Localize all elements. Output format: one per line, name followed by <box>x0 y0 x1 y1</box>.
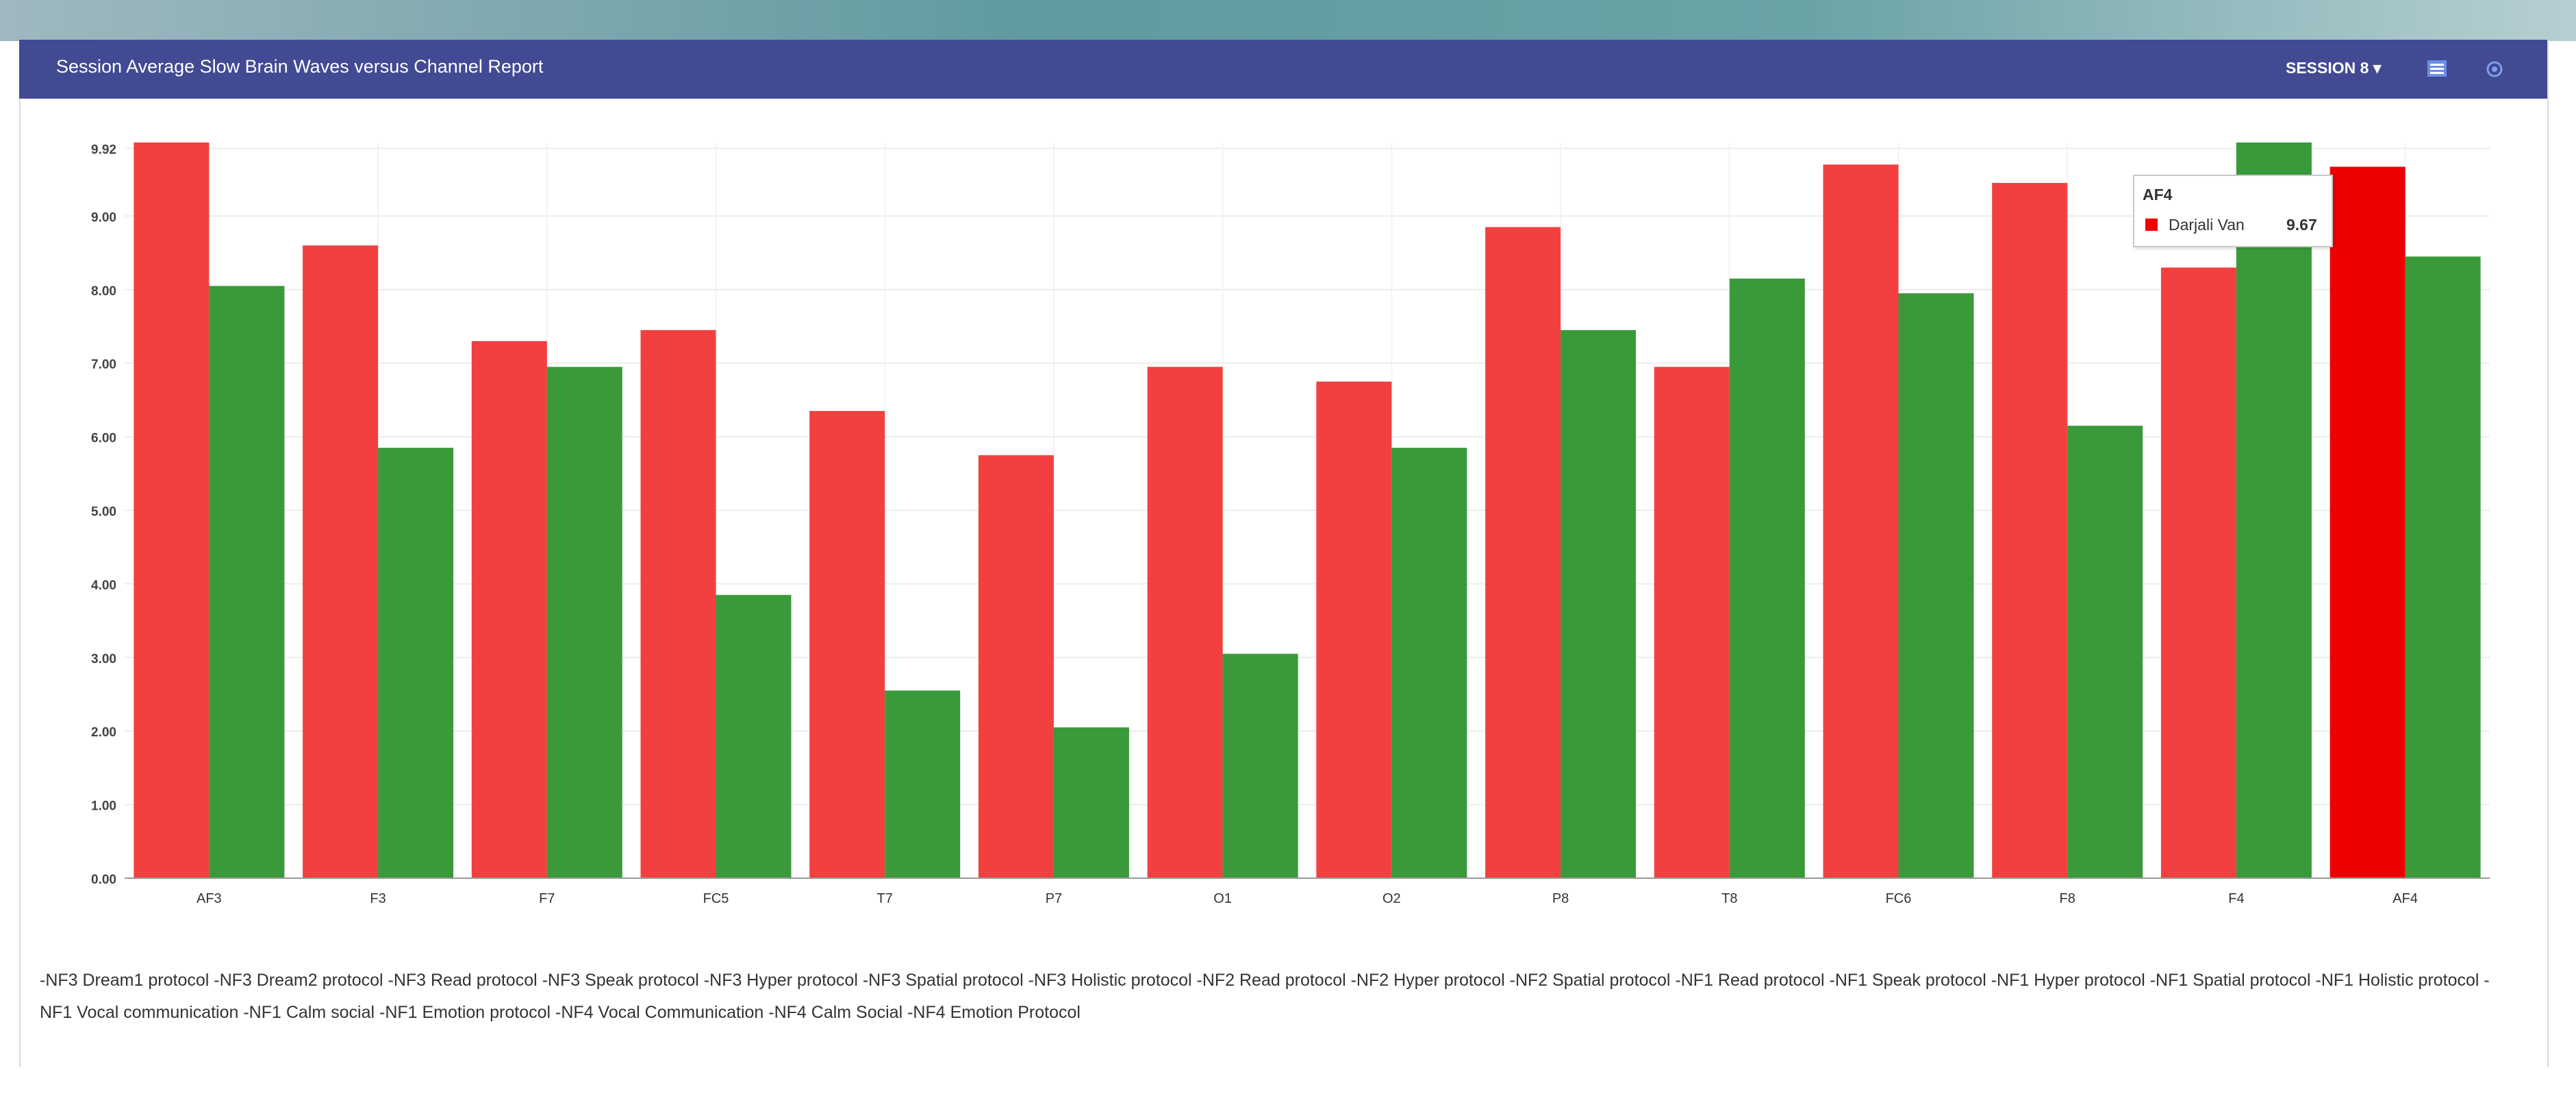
x-tick-label: F7 <box>539 891 555 906</box>
bar-green-p7 <box>1053 727 1129 878</box>
tooltip-title: AF4 <box>2143 186 2173 203</box>
bar-green-f8 <box>2067 425 2143 878</box>
y-tick-label: 9.00 <box>91 210 116 225</box>
x-tick-label: FC5 <box>703 891 729 906</box>
x-tick-label: P7 <box>1046 891 1062 906</box>
x-tick-label: O1 <box>1213 891 1232 906</box>
y-tick-label: 3.00 <box>91 652 116 666</box>
y-tick-label: 2.00 <box>91 725 116 740</box>
y-tick-label: 8.00 <box>91 284 116 299</box>
x-tick-label: O2 <box>1382 891 1401 906</box>
menu-icon[interactable] <box>2427 60 2447 77</box>
bar-green-fc5 <box>716 595 792 878</box>
protocol-list: -NF3 Dream1 protocol -NF3 Dream2 protoco… <box>40 971 2490 1022</box>
bar-green-f4 <box>2236 142 2312 878</box>
panel-header: Session Average Slow Brain Waves versus … <box>19 40 2547 99</box>
bar-green-o1 <box>1222 653 1298 878</box>
y-tick-label: 7.00 <box>91 358 116 372</box>
x-tick-label: P8 <box>1552 891 1569 906</box>
report-title: Session Average Slow Brain Waves versus … <box>56 56 544 77</box>
bar-red-fc5 <box>640 329 716 878</box>
bar-chart: 0.00 1.00 2.00 3.00 4.00 5.00 6.00 7.00 8.00 9.00… <box>91 142 2490 906</box>
bar-red-fc6 <box>1823 164 1899 879</box>
background-strip <box>0 0 2576 41</box>
bar-red-o2 <box>1316 382 1392 878</box>
y-tick-label: 5.00 <box>91 505 116 519</box>
tooltip-series-name: Darjali Van <box>2169 216 2245 234</box>
bar-green-o2 <box>1391 447 1467 878</box>
y-tick-label: 6.00 <box>91 432 116 446</box>
bar-red-af3 <box>134 142 210 878</box>
bar-green-af3 <box>209 286 285 878</box>
x-tick-label: AF4 <box>2392 891 2418 906</box>
session-dropdown[interactable]: SESSION 8 ▾ <box>2286 59 2381 77</box>
bar-green-t8 <box>1729 278 1805 878</box>
bar-red-p8 <box>1485 227 1561 878</box>
x-tick-label: T8 <box>1721 891 1737 906</box>
tooltip-value: 9.67 <box>2286 216 2317 234</box>
y-tick-label: 4.00 <box>91 578 116 593</box>
bar-red-t8 <box>1654 366 1730 878</box>
x-tick-label: T7 <box>877 891 893 906</box>
y-tick-label: 1.00 <box>91 799 116 814</box>
gear-icon[interactable] <box>2486 60 2503 78</box>
tooltip-swatch <box>2145 219 2158 231</box>
x-tick-label: F3 <box>370 891 386 906</box>
session-label: SESSION 8 <box>2286 59 2369 77</box>
x-tick-label: F8 <box>2060 891 2075 906</box>
y-tick-label: 0.00 <box>91 873 116 887</box>
caret-down-icon: ▾ <box>2373 59 2382 77</box>
x-tick-label: AF3 <box>197 891 222 906</box>
bar-red-af4 <box>2329 166 2405 878</box>
bar-green-p8 <box>1561 329 1637 878</box>
bar-red-o1 <box>1147 366 1223 878</box>
chart-tooltip: AF4 Darjali Van 9.67 <box>2133 175 2333 247</box>
bar-red-f4 <box>2160 267 2236 879</box>
bar-red-p7 <box>978 455 1054 878</box>
bar-green-af4 <box>2405 256 2481 879</box>
bar-green-f7 <box>546 366 622 878</box>
bar-red-f3 <box>303 245 379 878</box>
bar-green-t7 <box>885 690 961 878</box>
bar-green-fc6 <box>1898 293 1974 878</box>
bar-red-f8 <box>1992 183 2068 878</box>
x-tick-label: FC6 <box>1886 891 1912 906</box>
bar-red-t7 <box>809 411 885 878</box>
bar-green-f3 <box>378 447 454 878</box>
bar-red-f7 <box>471 340 547 879</box>
x-tick-label: F4 <box>2228 891 2244 906</box>
y-tick-label: 9.92 <box>91 143 116 158</box>
